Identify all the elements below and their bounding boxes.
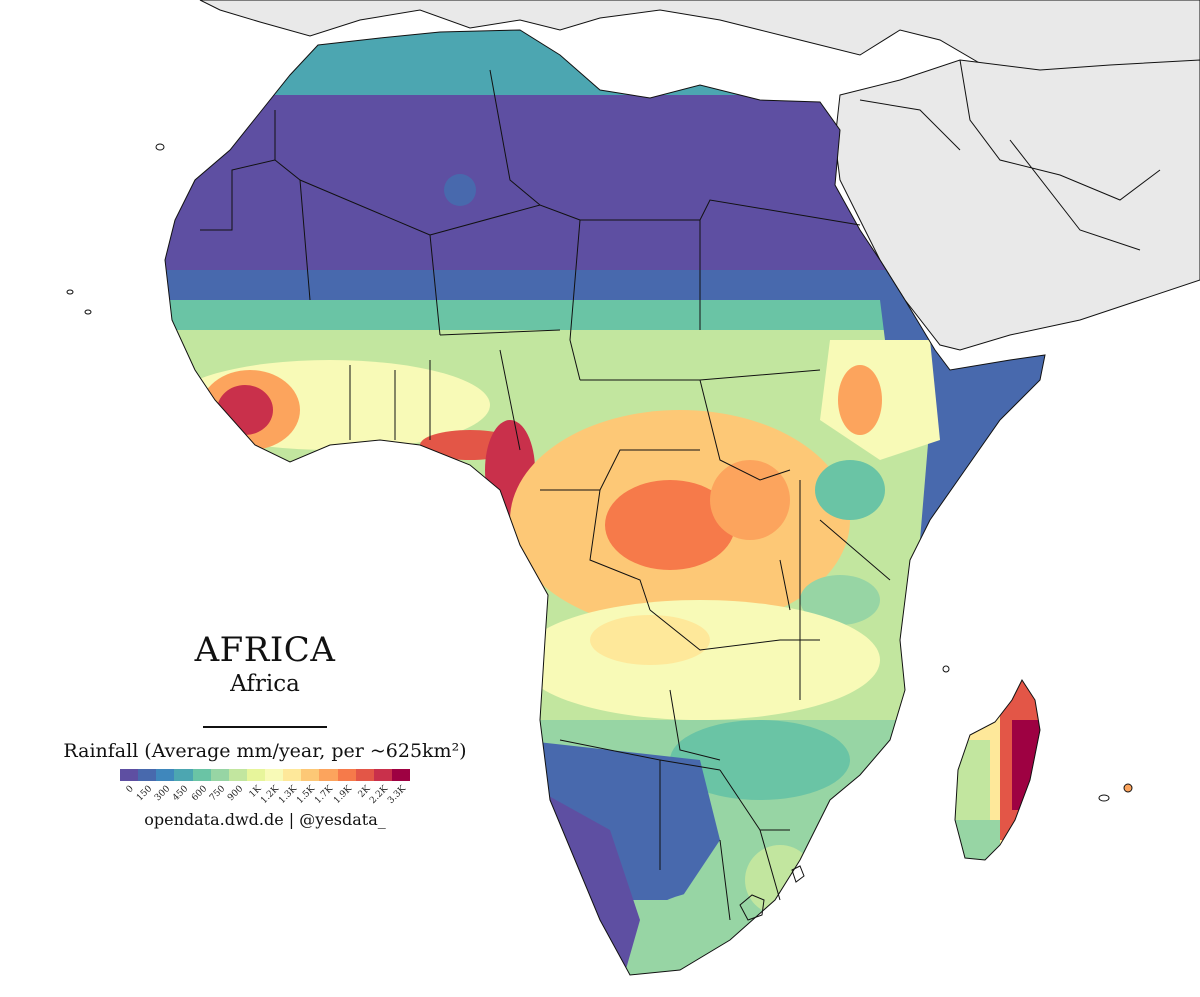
neighboring-land [199,0,1200,351]
scale-tick-label: 750 [207,784,227,804]
scale-tick-label: 2.2K [367,784,390,806]
map-subtitle: Africa [230,671,300,697]
scale-swatch [283,769,302,781]
lesotho-border [739,894,765,921]
madagascar [954,678,1041,861]
scale-tick-label: 1.3K [277,784,300,806]
data-credit: opendata.dwd.de | @yesdata_ [144,810,386,829]
scale-swatch [301,769,320,781]
scale-swatch [337,769,356,781]
scale-tick-label: 900 [225,784,246,804]
scale-tick-label: 1.2K [259,784,282,806]
scale-tick-label: 300 [153,784,173,804]
scale-tick-label: 3.3K [386,784,409,806]
legend-label: Rainfall (Average mm/year, per ~625km²) [63,740,467,762]
scale-swatch [174,769,193,781]
island [1123,783,1133,793]
scale-swatch [391,769,410,781]
map-title: AFRICA [194,630,336,670]
scale-swatch [265,769,284,781]
arabia-landmass [834,59,1200,351]
africa-borders [164,29,1046,976]
map-legend: AFRICA Africa Rainfall (Average mm/year,… [60,630,470,831]
island [1098,794,1110,802]
scale-tick-label: 0 [124,784,136,796]
scale-tick-label: 1.5K [295,784,318,806]
scale-swatch [156,769,175,781]
scale-swatch [210,769,229,781]
scale-tick-label: 600 [189,784,209,804]
region-border [859,59,1161,251]
island [84,309,92,315]
scale-swatch [355,769,374,781]
scale-tick-label: 150 [135,784,155,804]
scale-ticks: 0 150 300 450 600 750 900 1K 1.2K 1.3K 1.5K 1.7K 1.9… [120,781,410,807]
madagascar-coastline [954,678,1041,861]
island [66,289,74,295]
scale-swatch [120,769,139,781]
legend-divider [203,726,327,728]
scale-swatch [373,769,392,781]
scale-swatch [228,769,247,781]
scale-swatch [192,769,211,781]
scale-tick-label: 1.7K [313,784,336,806]
scale-swatch [138,769,157,781]
scale-swatch [246,769,265,781]
country-borders [200,69,891,921]
color-scale [120,769,410,781]
scale-swatch [319,769,338,781]
island [942,665,950,673]
scale-tick-label: 450 [171,784,191,804]
eswatini-border [791,865,805,883]
scale-tick-label: 1.9K [331,784,354,806]
island [155,143,165,151]
islands [66,143,1133,802]
africa-coastline [164,29,1046,976]
